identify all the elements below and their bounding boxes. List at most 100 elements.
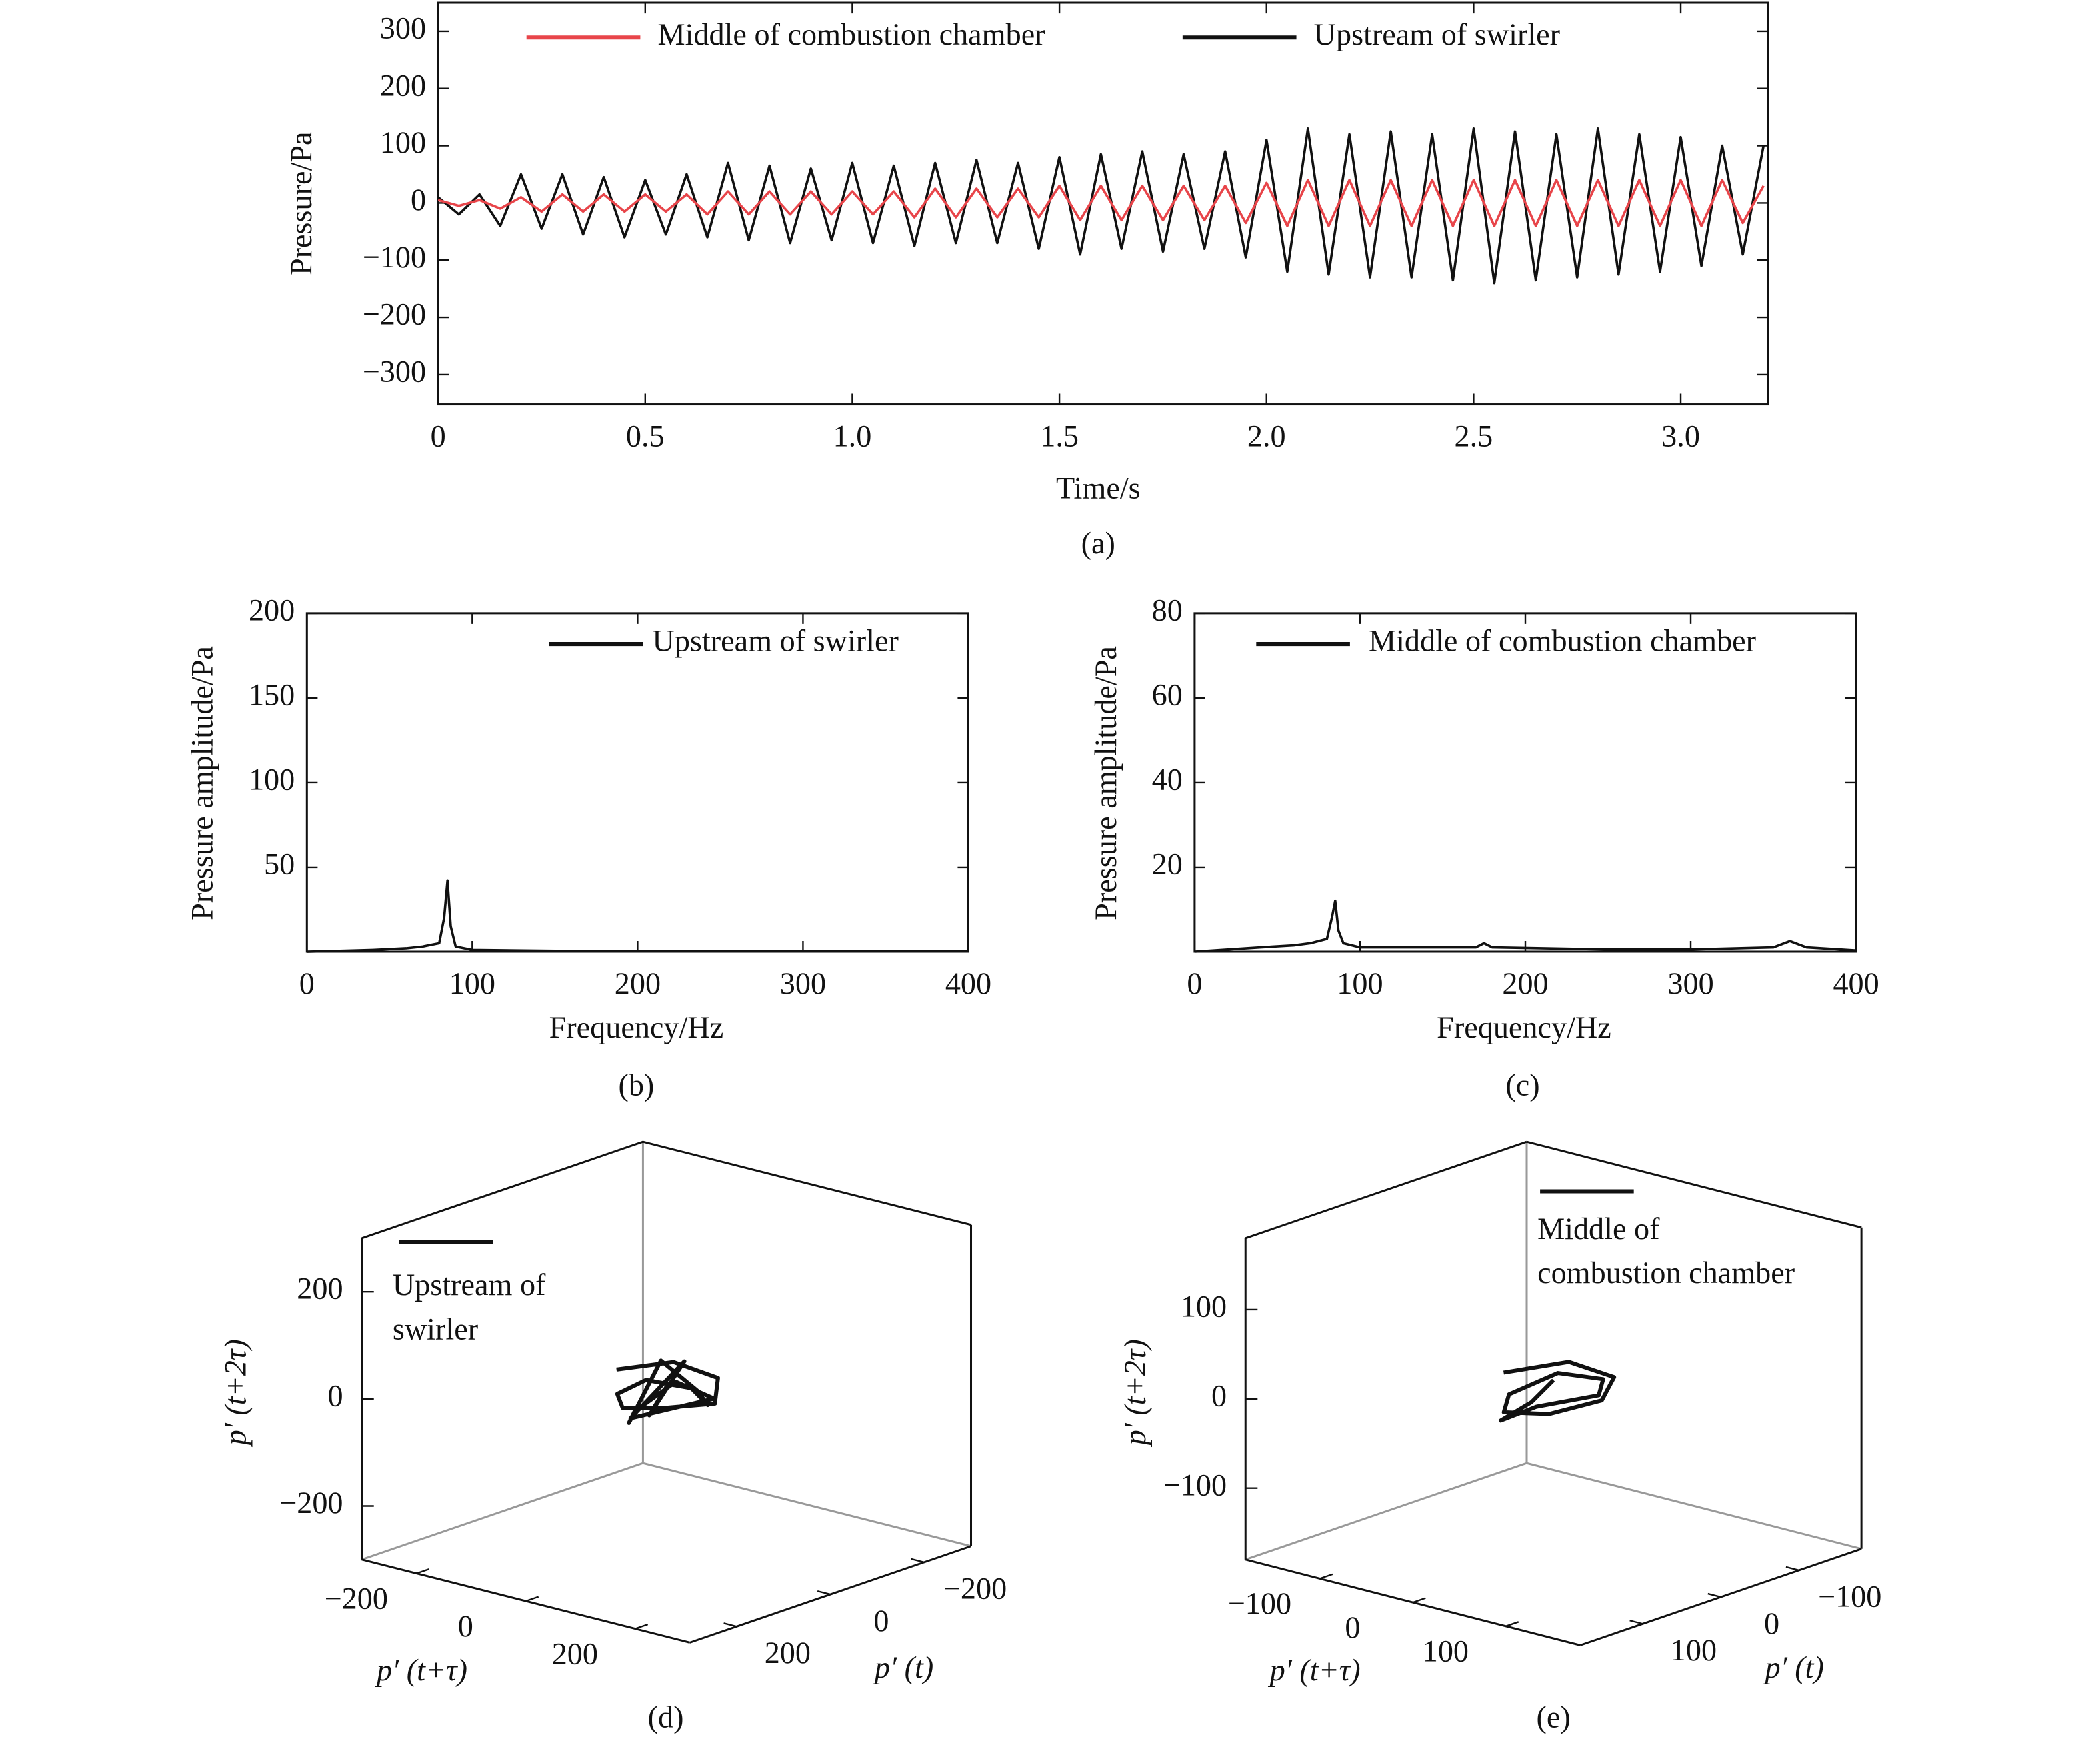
y-axis-label: p′ (t+τ) [1268, 1653, 1361, 1687]
x-tick-label: 0 [1187, 966, 1202, 1000]
x-tick-label: 100 [449, 966, 495, 1000]
x-tick [723, 1622, 737, 1628]
y-tick-label: 200 [249, 593, 295, 627]
data-line [437, 179, 1765, 227]
x-tick [1707, 1592, 1721, 1598]
data-line [437, 127, 1765, 285]
x-tick-label: 0 [873, 1604, 889, 1638]
z-tick-label: 100 [1181, 1290, 1227, 1324]
caption: (c) [1505, 1068, 1539, 1102]
x-tick-label: 0 [299, 966, 315, 1000]
x-tick-label: 0 [431, 419, 446, 453]
y-axis-label: Pressure amplitude/Pa [185, 646, 219, 920]
x-tick [817, 1590, 831, 1596]
y-tick-label: 60 [1152, 677, 1183, 711]
y-tick-label: −200 [363, 297, 426, 331]
z-tick-label: −200 [279, 1486, 343, 1520]
y-axis-label: p′ (t+τ) [375, 1653, 467, 1687]
x-tick-label: 0 [1764, 1606, 1779, 1640]
z-tick-label: 200 [297, 1272, 343, 1306]
z-axis-label: p′ (t+2τ) [1118, 1339, 1152, 1447]
box-edge [1245, 1462, 1527, 1561]
y-tick-label: 300 [380, 11, 426, 45]
x-tick-label: 400 [945, 966, 991, 1000]
caption: (d) [648, 1700, 684, 1734]
x-tick [1785, 1566, 1799, 1572]
y-tick-label: −200 [325, 1581, 388, 1615]
y-tick-label: −100 [1228, 1586, 1291, 1620]
y-tick-label: 0 [1345, 1610, 1360, 1644]
y-tick [1412, 1597, 1426, 1604]
x-tick [1629, 1620, 1643, 1625]
x-tick-label: 300 [780, 966, 826, 1000]
box-edge [1245, 1140, 1527, 1240]
y-tick [635, 1623, 649, 1630]
box-edge [643, 1462, 971, 1548]
x-tick-label: 200 [765, 1636, 811, 1670]
y-tick-label: 150 [249, 677, 295, 711]
z-tick-label: −100 [1163, 1468, 1227, 1502]
z-tick-label: 0 [327, 1378, 343, 1412]
x-axis-label: p′ (t) [1763, 1650, 1824, 1684]
x-tick-label: −200 [943, 1572, 1007, 1606]
y-tick [1505, 1621, 1519, 1627]
y-tick-label: 100 [1423, 1634, 1469, 1668]
box-edge [1526, 1140, 1862, 1229]
x-axis-label: Frequency/Hz [549, 1010, 724, 1044]
y-tick-label: 200 [380, 68, 426, 102]
y-tick-label: 200 [552, 1636, 598, 1670]
x-tick-label: 2.5 [1455, 419, 1493, 453]
phase-trajectory [1499, 1360, 1617, 1423]
x-tick-label: 300 [1667, 966, 1713, 1000]
y-tick-label: −100 [363, 240, 426, 274]
y-tick [525, 1596, 539, 1602]
x-tick-label: 2.0 [1247, 419, 1286, 453]
y-tick-label: 40 [1152, 763, 1183, 797]
legend-label: Middle of combustion chamber [1369, 624, 1756, 658]
x-axis-label: p′ (t) [873, 1650, 933, 1684]
y-tick-label: −300 [363, 355, 426, 389]
y-tick-label: 0 [411, 183, 426, 217]
x-tick [911, 1558, 925, 1564]
caption: (e) [1537, 1700, 1571, 1734]
legend-label: Upstream of swirler [393, 1268, 553, 1346]
phase-trajectory [615, 1358, 720, 1425]
box-edge [1526, 1462, 1862, 1550]
y-tick-label: 80 [1152, 593, 1183, 627]
box-edge [643, 1140, 971, 1226]
z-axis-label: p′ (t+2τ) [218, 1339, 252, 1447]
data-line [307, 879, 969, 953]
data-line [1194, 899, 1857, 953]
x-tick-label: −100 [1818, 1580, 1881, 1614]
y-tick-label: 100 [249, 763, 295, 797]
x-axis-label: Time/s [1056, 471, 1141, 505]
box-edge [361, 1462, 643, 1561]
y-tick-label: 100 [380, 125, 426, 159]
x-tick-label: 1.0 [833, 419, 872, 453]
caption: (a) [1081, 526, 1115, 560]
legend-label: Middle of combustion chamber [1537, 1211, 1795, 1289]
y-axis-label: Pressure amplitude/Pa [1089, 646, 1123, 920]
x-tick-label: 100 [1337, 966, 1383, 1000]
y-tick [1319, 1573, 1333, 1580]
y-tick-label: 20 [1152, 847, 1183, 881]
x-tick-label: 3.0 [1661, 419, 1700, 453]
z-tick-label: 0 [1211, 1378, 1227, 1412]
y-tick-label: 0 [458, 1609, 473, 1643]
x-tick-label: 200 [615, 966, 661, 1000]
caption: (b) [618, 1068, 654, 1102]
x-tick-label: 1.5 [1040, 419, 1079, 453]
x-tick-label: 100 [1671, 1633, 1717, 1667]
y-tick [416, 1568, 430, 1574]
legend-label: Upstream of swirler [652, 624, 898, 658]
x-tick-label: 200 [1502, 966, 1548, 1000]
x-tick-label: 400 [1833, 966, 1879, 1000]
box-edge [361, 1140, 643, 1240]
y-axis-label: Pressure/Pa [284, 132, 318, 276]
y-tick-label: 50 [264, 847, 295, 881]
legend-label: Upstream of swirler [1314, 17, 1560, 51]
x-axis-label: Frequency/Hz [1437, 1010, 1611, 1044]
